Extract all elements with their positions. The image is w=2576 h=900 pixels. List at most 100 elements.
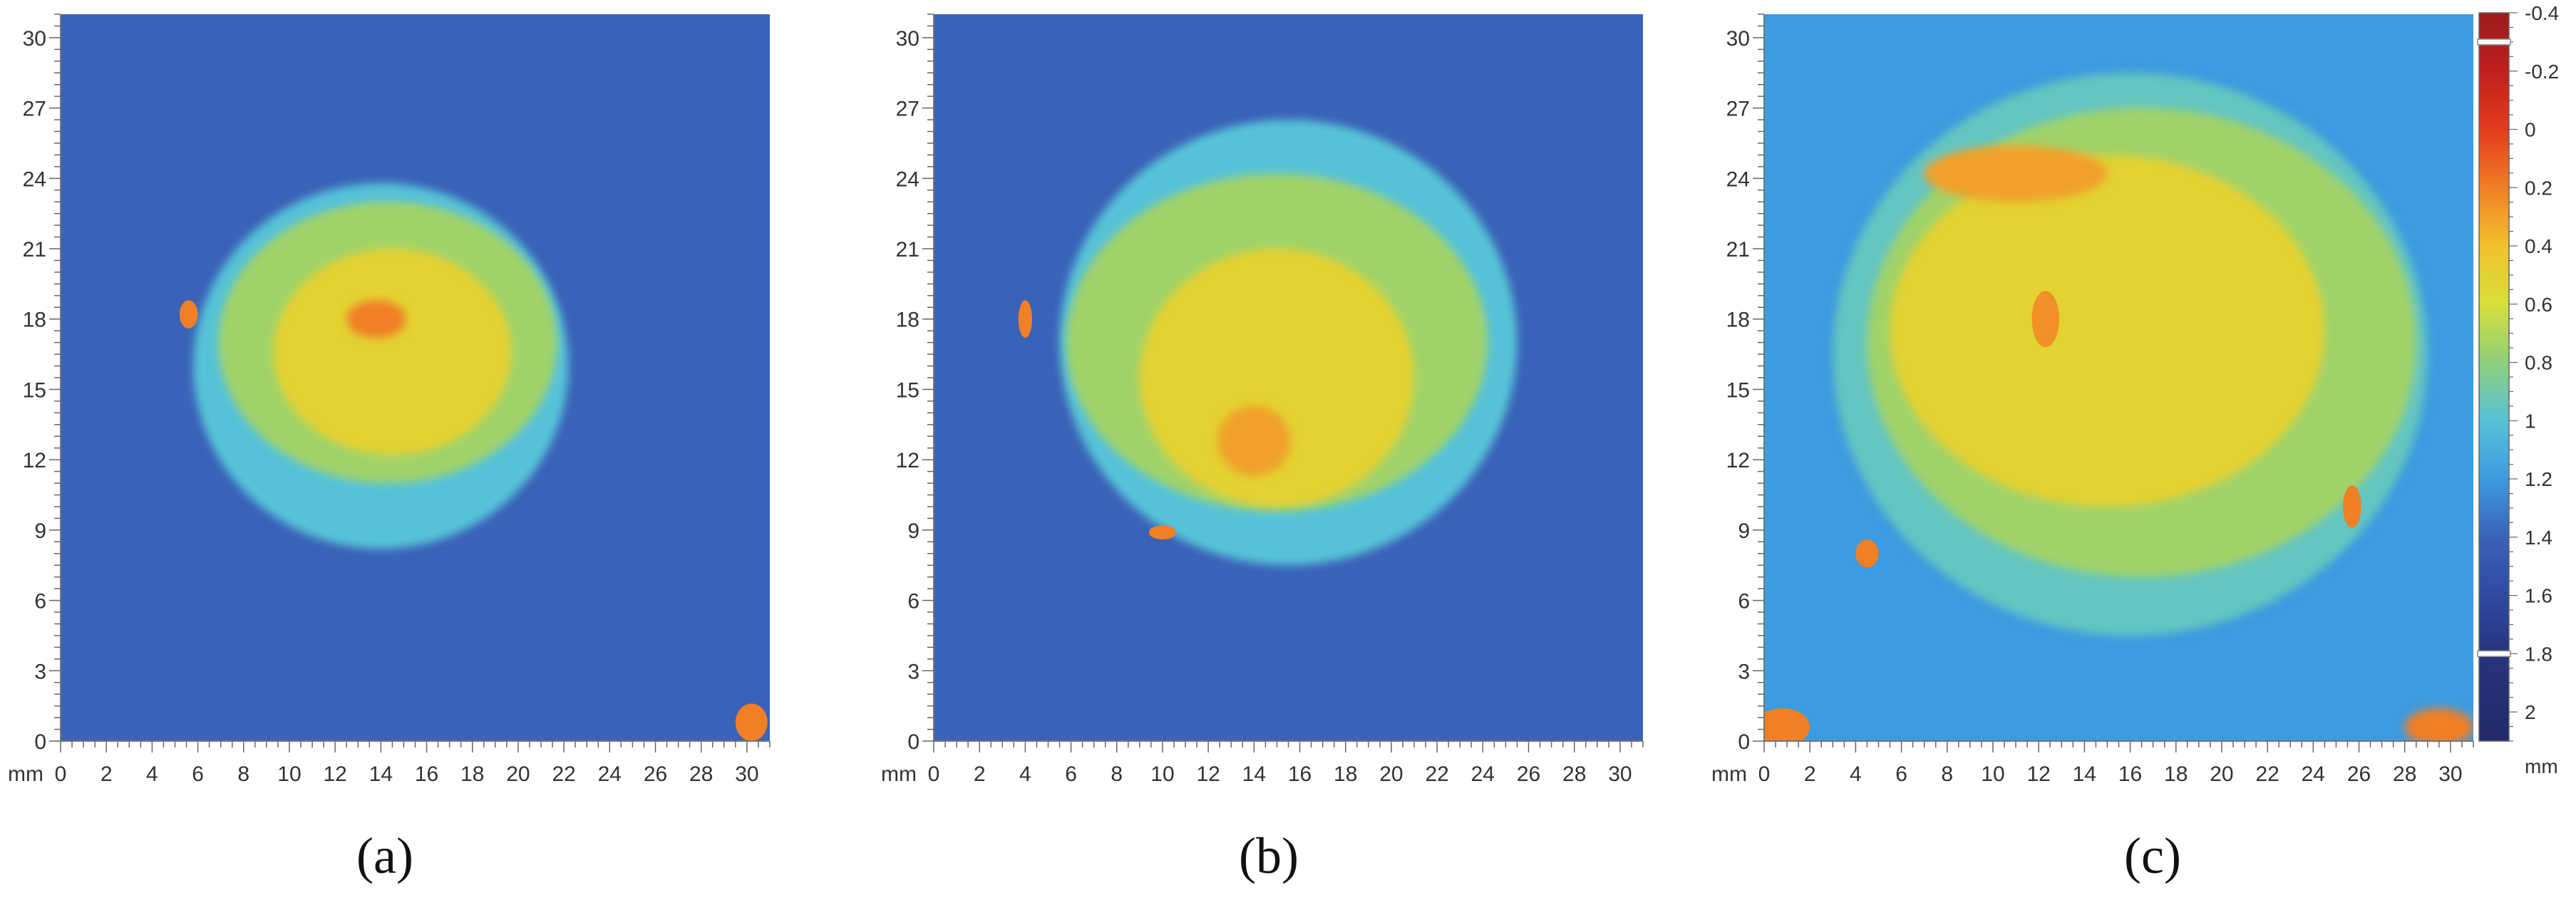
x-tick-label: 30 (2438, 762, 2462, 786)
x-tick-label: 20 (1379, 762, 1403, 786)
y-tick-label: 3 (34, 660, 46, 683)
y-tick-label: 30 (23, 27, 46, 51)
colorbar-tick-label: 0.2 (2525, 177, 2552, 199)
x-tick-label: 0 (1758, 762, 1771, 786)
x-tick-label: 8 (237, 762, 249, 786)
x-tick-label: 0 (928, 762, 940, 786)
y-tick-label: 30 (1726, 27, 1750, 51)
colorbar-gradient (2478, 12, 2510, 742)
x-tick-label: 6 (1065, 762, 1077, 786)
x-tick-label: 10 (1150, 762, 1174, 786)
y-tick-label: 27 (896, 98, 919, 121)
y-tick-label: 0 (34, 730, 46, 754)
x-tick-label: 18 (2164, 762, 2188, 786)
x-tick-label: 12 (2026, 762, 2050, 786)
y-tick-label: 3 (1738, 660, 1750, 683)
region-orange-patch (1217, 405, 1291, 477)
heatmap-panel-2: 0 2 4 6 8 10 12 14 16 18 20 22 24 26 28 300369121518212… (881, 14, 1644, 786)
region-orange-edge-spot (179, 300, 198, 329)
y-tick-label: 24 (1726, 167, 1750, 191)
x-tick-label: 24 (598, 762, 622, 786)
x-tick-label: 30 (1608, 762, 1632, 786)
x-tick-label: 14 (2073, 762, 2096, 786)
x-tick-label: 12 (1196, 762, 1220, 786)
y-tick-label: 9 (1738, 519, 1750, 543)
x-tick-label: 24 (1471, 762, 1495, 786)
x-tick-label: 18 (1334, 762, 1357, 786)
heatmap-regions (179, 182, 768, 741)
x-tick-label: 4 (1019, 762, 1031, 786)
y-tick-label: 0 (907, 730, 919, 754)
colorbar-handle (2477, 650, 2511, 658)
x-tick-label: 26 (644, 762, 667, 786)
x-tick-label: 22 (552, 762, 575, 786)
colorbar-tick-label: -0.2 (2525, 61, 2559, 83)
x-tick-label: 14 (1242, 762, 1266, 786)
region-orange-corner-left (1764, 708, 1810, 741)
caption-c: (c) (2124, 827, 2181, 884)
x-unit-label: mm (1711, 762, 1747, 786)
x-tick-label: 18 (460, 762, 484, 786)
colorbar-tick-label: 2 (2525, 701, 2536, 723)
x-tick-label: 6 (1895, 762, 1907, 786)
region-yellow-core (273, 249, 512, 455)
y-tick-label: 6 (1738, 590, 1750, 614)
colorbar-tick-label: 0 (2525, 119, 2536, 141)
heatmap-panel-3: 0 2 4 6 8 10 12 14 16 18 20 22 24 26 28 300369121518212… (1711, 14, 2474, 786)
region-orange-edge-spot (1018, 300, 1033, 338)
heatmap-regions (1018, 120, 1518, 566)
x-tick-label: 26 (1517, 762, 1540, 786)
x-tick-label: 28 (1562, 762, 1586, 786)
y-tick-label: 21 (23, 238, 46, 262)
heatmap-panel-1: 0 2 4 6 8 10 12 14 16 18 20 22 24 26 28 300369121518212… (8, 14, 771, 786)
x-tick-label: 2 (101, 762, 113, 786)
x-tick-label: 6 (192, 762, 204, 786)
y-tick-label: 9 (34, 519, 46, 543)
y-tick-label: 12 (896, 449, 919, 472)
region-orange-left-spot (1855, 539, 1879, 568)
region-orange-bottom-spot (1148, 525, 1177, 540)
y-tick-label: 27 (23, 98, 46, 121)
colorbar-tick-label: 0.6 (2525, 294, 2552, 316)
y-tick-label: 15 (896, 378, 919, 402)
x-tick-label: 16 (2118, 762, 2142, 786)
y-tick-label: 18 (896, 309, 919, 332)
y-tick-label: 3 (907, 660, 919, 683)
caption-a: (a) (356, 827, 413, 884)
y-tick-label: 6 (34, 590, 46, 614)
x-tick-label: 10 (1981, 762, 2004, 786)
y-tick-label: 21 (896, 238, 919, 262)
y-tick-label: 18 (23, 309, 46, 332)
y-tick-label: 21 (1726, 238, 1750, 262)
colorbar-tick-label: 1 (2525, 410, 2536, 432)
y-tick-label: 30 (896, 27, 919, 51)
y-tick-label: 15 (1726, 378, 1750, 402)
x-tick-label: 28 (689, 762, 713, 786)
colorbar-tick-label: 1.2 (2525, 468, 2552, 490)
y-tick-label: 0 (1738, 730, 1750, 754)
x-tick-label: 28 (2393, 762, 2416, 786)
x-tick-label: 8 (1111, 762, 1123, 786)
x-tick-label: 24 (2302, 762, 2325, 786)
colorbar-unit-label: mm (2525, 755, 2558, 777)
x-tick-label: 30 (735, 762, 758, 786)
y-tick-label: 24 (23, 167, 46, 191)
x-tick-label: 16 (415, 762, 438, 786)
x-unit-label: mm (8, 762, 43, 786)
region-yellow-core (1139, 249, 1415, 507)
region-orange-center-spot (2031, 291, 2060, 348)
x-tick-label: 22 (2255, 762, 2279, 786)
y-tick-label: 6 (907, 590, 919, 614)
y-tick-label: 9 (907, 519, 919, 543)
x-tick-label: 4 (146, 762, 158, 786)
x-tick-label: 14 (369, 762, 393, 786)
x-tick-label: 2 (974, 762, 986, 786)
x-tick-label: 4 (1850, 762, 1862, 786)
region-orange-center (346, 300, 406, 338)
x-tick-label: 22 (1425, 762, 1448, 786)
colorbar-tick-label: 1.4 (2525, 527, 2552, 549)
colorbar-tick-label: 0.8 (2525, 352, 2552, 374)
x-tick-label: 2 (1804, 762, 1816, 786)
